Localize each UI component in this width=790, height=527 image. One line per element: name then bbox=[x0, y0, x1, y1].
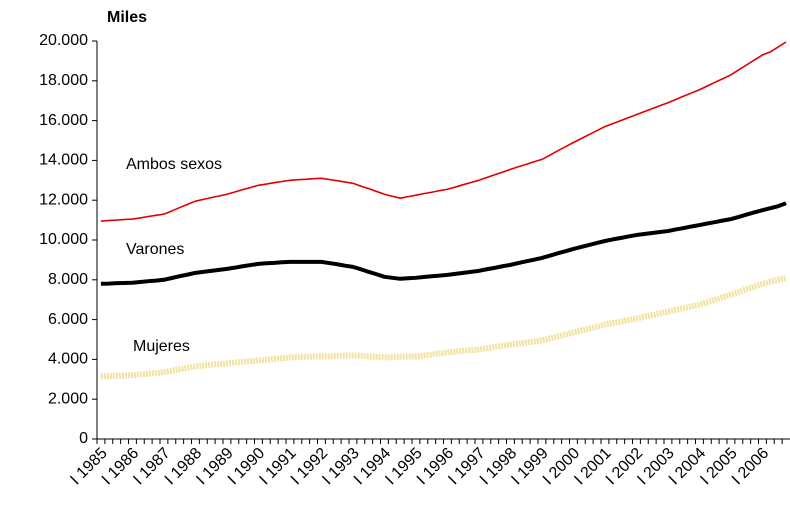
y-tick-label: 18.000 bbox=[39, 72, 88, 89]
y-tick-label: 10.000 bbox=[39, 231, 88, 248]
y-tick-label: 0 bbox=[79, 430, 88, 447]
series-label: Mujeres bbox=[133, 338, 190, 355]
series-line bbox=[100, 274, 787, 380]
y-tick-label: 8.000 bbox=[48, 271, 88, 288]
axis-unit: Miles bbox=[107, 9, 147, 26]
y-tick-label: 2.000 bbox=[48, 390, 88, 407]
y-tick-label: 6.000 bbox=[48, 311, 88, 328]
y-tick-label: 16.000 bbox=[39, 112, 88, 129]
series-label: Ambos sexos bbox=[126, 156, 222, 173]
y-tick-label: 14.000 bbox=[39, 152, 88, 169]
series-line bbox=[100, 41, 787, 222]
y-tick-label: 20.000 bbox=[39, 32, 88, 49]
y-tick-label: 12.000 bbox=[39, 191, 88, 208]
series-label: Varones bbox=[126, 241, 184, 258]
x-tick-label: I 2006 bbox=[729, 445, 773, 489]
y-tick-label: 4.000 bbox=[48, 351, 88, 368]
series-line bbox=[100, 201, 787, 286]
